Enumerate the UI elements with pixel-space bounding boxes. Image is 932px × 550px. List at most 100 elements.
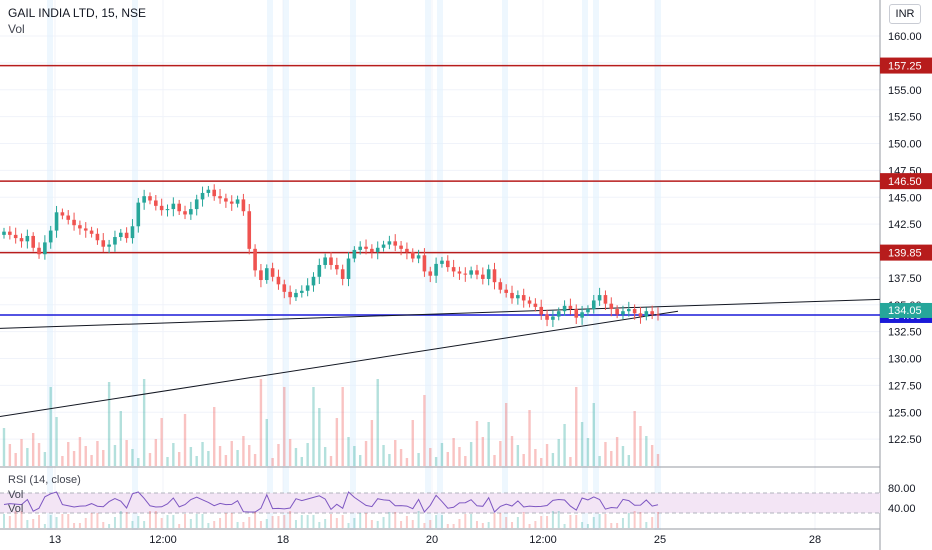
symbol-title[interactable]: GAIL INDIA LTD, 15, NSE xyxy=(8,6,147,20)
rsi-volume-bar xyxy=(201,514,204,528)
volume-bar xyxy=(84,446,87,466)
candle-body xyxy=(282,284,287,292)
volume-bar xyxy=(364,441,368,466)
level-tag xyxy=(880,173,932,190)
rsi-volume-bar xyxy=(388,512,391,528)
rsi-vol-legend-2: Vol xyxy=(8,503,24,515)
candle-body xyxy=(580,312,584,318)
rsi-volume-bar xyxy=(464,514,467,528)
candle-body xyxy=(533,303,538,307)
candle-body xyxy=(375,247,380,253)
rsi-volume-bar xyxy=(271,516,274,528)
candle-body xyxy=(154,200,158,206)
volume-bar xyxy=(288,439,292,466)
candle-body xyxy=(8,231,12,235)
volume-legend[interactable]: Vol xyxy=(8,22,25,36)
volume-bar xyxy=(230,441,233,466)
candle-body xyxy=(264,268,269,281)
candle-body xyxy=(656,314,660,316)
rsi-volume-bar xyxy=(341,515,344,528)
candle-body xyxy=(410,252,415,259)
candle-body xyxy=(288,291,292,298)
rsi-volume-bar xyxy=(376,521,379,528)
volume-bar xyxy=(522,454,525,466)
candle-body xyxy=(539,306,544,315)
rsi-volume-bar xyxy=(505,517,508,528)
volume-bar xyxy=(639,426,642,466)
candle-body xyxy=(25,235,30,242)
volume-bar xyxy=(125,440,128,466)
candle-body xyxy=(457,271,462,274)
rsi-volume-bar xyxy=(61,514,64,528)
current-price-label: 134.05 xyxy=(888,305,922,317)
candle-body xyxy=(492,269,497,283)
volume-bar xyxy=(388,454,391,466)
volume-bar xyxy=(312,387,315,466)
rsi-volume-bar xyxy=(224,513,227,528)
volume-bar xyxy=(61,456,64,466)
candle-body xyxy=(300,290,304,293)
volume-bar xyxy=(248,445,251,466)
rsi-volume-bar xyxy=(230,513,233,528)
candle-body xyxy=(183,211,187,215)
rsi-volume-bar xyxy=(131,521,134,528)
rsi-volume-bar xyxy=(382,517,385,528)
volume-bar xyxy=(183,414,187,466)
volume-bar xyxy=(604,442,607,466)
session-band xyxy=(350,0,356,530)
candle-body xyxy=(171,203,176,210)
volume-bar xyxy=(318,408,321,466)
rsi-volume-bar xyxy=(598,514,601,528)
volume-bar xyxy=(14,453,17,466)
rsi-volume-bar xyxy=(67,514,70,528)
volume-bar xyxy=(31,433,35,466)
rsi-legend[interactable]: RSI (14, close) xyxy=(8,474,81,486)
candle-body xyxy=(521,295,526,301)
candle-body xyxy=(370,248,374,253)
y-tick-label: 155.00 xyxy=(888,85,922,97)
candle-body xyxy=(83,228,88,231)
volume-bar xyxy=(306,443,309,466)
rsi-volume-bar xyxy=(592,517,595,528)
rsi-volume-bar xyxy=(178,524,181,528)
volume-bar xyxy=(382,445,385,466)
rsi-volume-bar xyxy=(528,524,531,528)
rsi-volume-bar xyxy=(38,515,41,528)
rsi-volume-bar xyxy=(487,522,490,528)
candle-body xyxy=(66,215,71,220)
rsi-volume-bar xyxy=(522,512,525,528)
rsi-volume-bar xyxy=(265,519,268,528)
session-band xyxy=(283,0,289,530)
candle-body xyxy=(130,226,135,239)
rsi-volume-bar xyxy=(113,517,116,528)
volume-bar xyxy=(417,453,420,466)
rsi-volume-bar xyxy=(353,518,356,528)
volume-bar xyxy=(499,441,502,466)
rsi-band xyxy=(0,493,880,513)
candle-body xyxy=(13,234,18,239)
rsi-volume-bar xyxy=(440,515,443,528)
y-tick-label: 130.00 xyxy=(888,354,922,366)
rsi-volume-bar xyxy=(645,522,648,528)
volume-bar xyxy=(458,447,461,466)
volume-bar xyxy=(434,457,438,466)
candle-body xyxy=(603,295,608,304)
session-band xyxy=(593,0,599,530)
volume-bar xyxy=(610,451,613,466)
x-tick-label: 12:00 xyxy=(149,534,177,546)
volume-bar xyxy=(201,442,204,466)
volume-bar xyxy=(452,438,455,466)
volume-bar xyxy=(20,439,23,466)
volume-bar xyxy=(411,420,414,466)
candle-body xyxy=(574,309,579,318)
volume-bar xyxy=(627,455,631,466)
candle-body xyxy=(118,232,123,238)
volume-bar xyxy=(218,446,222,466)
rsi-volume-bar xyxy=(160,518,163,528)
rsi-volume-bar xyxy=(516,517,519,528)
currency-button[interactable]: INR xyxy=(889,4,921,24)
volume-bar xyxy=(370,420,374,466)
candle-body xyxy=(229,201,234,204)
volume-bar xyxy=(563,424,566,466)
